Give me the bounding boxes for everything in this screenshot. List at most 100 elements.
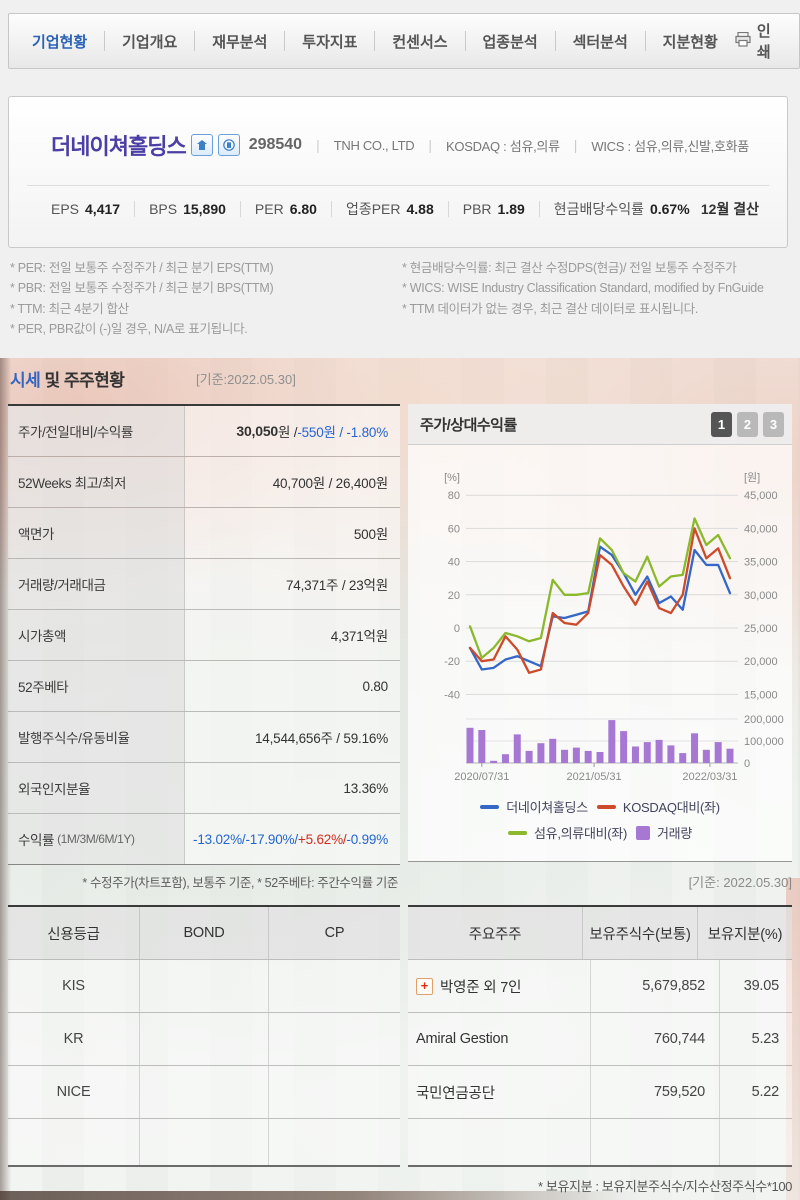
table-row: 외국인지분율 13.36% <box>8 763 400 814</box>
svg-text:2022/03/31: 2022/03/31 <box>682 771 737 783</box>
table-row: 국민연금공단 759,520 5.22 <box>408 1066 792 1119</box>
svg-text:2020/07/31: 2020/07/31 <box>454 771 509 783</box>
table-row <box>8 1119 400 1165</box>
footnote-line: * TTM: 최근 4분기 합산 <box>10 301 129 316</box>
company-name-en: TNH CO., LTD <box>333 137 415 153</box>
settlement-month: 12월 결산 <box>700 201 759 217</box>
stat-bps: BPS 15,890 <box>149 201 226 217</box>
blue-line-swatch <box>480 804 500 809</box>
as-of-date: [기준:2022.05.30] <box>196 372 296 387</box>
table-row: 거래량/거래대금 74,371주 / 23억원 <box>8 559 400 610</box>
footnote-line: * 현금배당수익률: 최근 결산 수정DPS(현금)/ 전일 보통주 수정주가 <box>402 261 737 275</box>
svg-text:0: 0 <box>744 758 750 770</box>
table-row: Amiral Gestion 760,744 5.23 <box>408 1013 792 1066</box>
footnote-line: * WICS: WISE Industry Classification Sta… <box>402 281 764 296</box>
table-row: 52Weeks 최고/최저 40,700원 / 26,400원 <box>8 457 400 508</box>
background-photo-shadow <box>0 1191 640 1200</box>
key-stats-row: EPS 4,417 BPS 15,890 PER 6.80 업종PER 4.88 PBR… <box>9 186 787 219</box>
tab-ownership-status[interactable]: 지분현황 <box>662 33 718 51</box>
nav-divider <box>464 31 466 51</box>
stat-industry-per: 업종PER 4.88 <box>345 201 434 217</box>
table-row: NICE <box>8 1066 400 1119</box>
tab-company-overview[interactable]: 기업개요 <box>122 33 178 51</box>
table-row: 액면가 500원 <box>8 508 400 559</box>
company-name: 더네이쳐홀딩스 <box>51 134 187 159</box>
nav-divider <box>644 31 646 51</box>
chart-period-button-1[interactable]: 1 <box>711 411 732 437</box>
table-row: + 박영준 외 7인 5,679,852 39.05 <box>408 960 792 1013</box>
print-label: 인쇄 <box>756 23 771 61</box>
footnote-line: * PBR: 전일 보통주 수정주가 / 최근 분기 BPS(TTM) <box>10 281 274 296</box>
svg-text:[원]: [원] <box>744 471 760 484</box>
svg-text:2021/05/31: 2021/05/31 <box>567 771 622 783</box>
chart-period-button-2[interactable]: 2 <box>737 411 758 437</box>
green-line-swatch <box>508 830 527 835</box>
table-row-returns: 수익률 (1M/3M/6M/1Y) -13.02%/ -17.90%/ +5.62… <box>8 814 400 865</box>
table-row: KIS <box>8 960 400 1013</box>
svg-text:60: 60 <box>448 523 460 535</box>
table-row: KR <box>8 1013 400 1066</box>
credit-rating-table: 신용등급 BOND CP KIS KR NICE <box>8 905 400 1167</box>
stock-code: 298540 <box>248 136 303 153</box>
svg-text:35,000: 35,000 <box>744 557 778 569</box>
stat-pbr: PBR 1.89 <box>462 201 525 217</box>
tab-company-status[interactable]: 기업현황 <box>32 33 88 51</box>
svg-text:40: 40 <box>448 557 460 569</box>
footnote-line: * PER: 전일 보통주 수정주가 / 최근 분기 EPS(TTM) <box>10 261 274 275</box>
stat-eps: EPS 4,417 <box>51 201 121 217</box>
chart-title: 주가/상대수익률 <box>420 416 517 434</box>
tab-industry-analysis[interactable]: 업종분석 <box>482 33 538 51</box>
legend-item-textile: 섬유,의류대비(좌) <box>508 823 627 842</box>
definition-footnotes: * PER: 전일 보통주 수정주가 / 최근 분기 EPS(TTM) * PB… <box>10 258 790 339</box>
svg-text:-20: -20 <box>444 656 460 668</box>
company-header-panel: 더네이쳐홀딩스 298540 | TNH CO., LTD | KOSDAQ :… <box>8 96 788 248</box>
stat-per: PER 6.80 <box>254 201 317 217</box>
company-building-icon[interactable] <box>217 134 240 156</box>
svg-text:0: 0 <box>454 623 460 635</box>
nav-divider <box>104 31 106 51</box>
price-chart-panel: 주가/상대수익률 1 2 3 80 45,000 60 40,000 40 35,000 2… <box>408 404 792 862</box>
nav-divider <box>194 31 196 51</box>
price-chart: 80 45,000 60 40,000 40 35,000 20 30,000 0 25,000 -… <box>408 445 792 862</box>
tab-financial-analysis[interactable]: 재무분석 <box>212 33 268 51</box>
printer-icon <box>735 31 751 51</box>
table-header-row: 신용등급 BOND CP <box>8 907 400 960</box>
wics-sector: WICS : 섬유,의류,신발,호화품 <box>591 138 749 154</box>
svg-text:45,000: 45,000 <box>744 490 778 502</box>
tab-sector-analysis[interactable]: 섹터분석 <box>572 33 628 51</box>
svg-text:[%]: [%] <box>444 472 460 484</box>
chart-period-button-3[interactable]: 3 <box>763 411 784 437</box>
current-price: 30,050 <box>236 423 278 439</box>
table-row: 주가/전일대비/수익률 30,050 원 / -550원 / -1.80% <box>8 406 400 457</box>
red-line-swatch <box>596 804 616 809</box>
svg-text:30,000: 30,000 <box>744 590 778 602</box>
svg-text:-40: -40 <box>444 689 460 701</box>
ownership-footnote: * 보유지분 : 보유지분주식수/지수산정주식수*100 <box>538 1179 792 1194</box>
chart-legend: 더네이쳐홀딩스 KOSDAQ대비(좌) 섬유,의류대비(좌) 거래량 <box>408 797 792 842</box>
footnote-line: * PER, PBR값이 (-)일 경우, N/A로 표기됩니다. <box>10 321 248 336</box>
svg-text:15,000: 15,000 <box>744 689 778 701</box>
print-button[interactable]: 인쇄 <box>735 20 793 62</box>
price-change: -550원 / -1.80% <box>297 425 388 440</box>
expand-plus-icon[interactable]: + <box>416 977 433 995</box>
nav-divider <box>554 31 556 51</box>
svg-text:25,000: 25,000 <box>744 623 778 635</box>
report-icon[interactable] <box>190 134 213 156</box>
as-of-date: [기준: 2022.05.30] <box>688 875 792 890</box>
panel-divider <box>27 185 769 186</box>
tab-investment-indicators[interactable]: 투자지표 <box>302 33 358 51</box>
table-row: 52주베타 0.80 <box>8 661 400 712</box>
table-header-row: 주요주주 보유주식수(보통) 보유지분(%) <box>408 907 792 960</box>
table-row <box>408 1119 792 1165</box>
svg-text:200,000: 200,000 <box>744 714 784 726</box>
legend-item-volume: 거래량 <box>636 823 692 842</box>
table-row: 발행주식수/유동비율 14,544,656주 / 59.16% <box>8 712 400 763</box>
volume-swatch <box>636 825 650 840</box>
tab-consensus[interactable]: 컨센서스 <box>392 33 448 51</box>
svg-text:20: 20 <box>448 590 460 602</box>
section-title: 시세 및 주주현황 <box>10 371 125 390</box>
footnote-line: * TTM 데이터가 없는 경우, 최근 결산 데이터로 표시됩니다. <box>402 301 699 316</box>
stat-dividend-yield: 현금배당수익률 0.67% <box>553 201 690 217</box>
major-shareholders-table: 주요주주 보유주식수(보통) 보유지분(%) + 박영준 외 7인 5,679,… <box>408 905 792 1167</box>
legend-item-stock: 더네이쳐홀딩스 <box>480 797 588 816</box>
